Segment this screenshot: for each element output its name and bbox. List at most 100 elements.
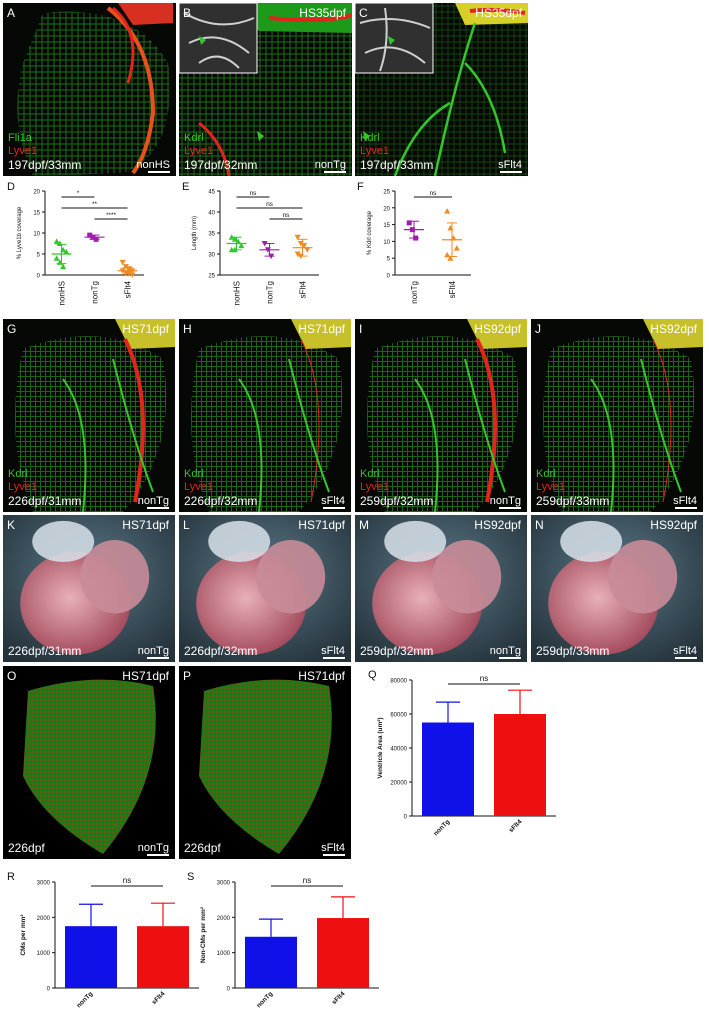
- panel-n: N HS92dpf 259dpf/33mm sFlt4: [531, 515, 703, 662]
- panel-p-hs-label: HS71dpf: [298, 669, 345, 683]
- chart-f-ylabel: % Kdrl coverage: [367, 210, 373, 255]
- panel-o-genotype: nonTg: [137, 842, 169, 854]
- chart-s-xtick-label-1: sFlt4: [331, 990, 347, 1006]
- chart-r-bar-1: [137, 926, 189, 988]
- chart-d-xtick-label-1: nonTg: [91, 281, 100, 304]
- panel-n-image: [531, 515, 703, 662]
- panel-k-age: 226dpf/31mm: [8, 644, 82, 658]
- panel-c-scalebar: [500, 171, 522, 173]
- chart-f-point-0-1: [409, 227, 415, 233]
- chart-d-point-1-1: [90, 234, 96, 240]
- panel-b-image: [179, 3, 352, 176]
- panel-c-channel1: Kdrl: [360, 132, 380, 144]
- panel-h-age: 226dpf/32mm: [184, 494, 258, 508]
- panel-c-letter: C: [359, 6, 368, 20]
- chart-d-point-2-6: [126, 270, 133, 276]
- chart-r-sig-label: ns: [123, 876, 131, 885]
- panel-g-hs-label: HS71dpf: [122, 322, 169, 336]
- chart-f-point-0-0: [406, 220, 412, 226]
- chart-f-point-1-3: [453, 245, 460, 251]
- chart-e-ylabel: Length (mm): [192, 216, 198, 250]
- panel-h-image: [179, 319, 351, 512]
- panel-c-genotype: sFlt4: [498, 159, 522, 171]
- chart-q: Q 0 20000 40000 60000 80000 Ventricle Area (um…: [368, 669, 556, 837]
- panel-m-image: [355, 515, 527, 662]
- panel-p-image: [179, 666, 351, 859]
- chart-e-point-1-2: [268, 253, 275, 260]
- panel-m-letter: M: [359, 518, 369, 532]
- panel-a-scalebar: [148, 171, 170, 173]
- panel-i-image: [355, 319, 527, 512]
- chart-e-point-2-5: [297, 253, 304, 260]
- panel-b-age: 197dpf/32mm: [184, 158, 258, 172]
- panel-n-letter: N: [535, 518, 544, 532]
- chart-q-ytick-label-1: 20000: [390, 781, 407, 787]
- panel-m-hs-label: HS92dpf: [474, 518, 521, 532]
- chart-d-point-0-0: [53, 238, 60, 244]
- panel-g: G HS71dpf Kdrl Lyve1 226dpf/31mm nonTg: [3, 319, 175, 512]
- chart-f-point-1-0: [444, 208, 451, 214]
- panel-j-image: [531, 319, 703, 512]
- chart-q-ylabel: Ventricle Area (um²): [377, 717, 384, 778]
- panel-g-letter: G: [7, 322, 17, 336]
- chart-f-sig-label-0: ns: [430, 190, 438, 197]
- chart-r-letter: R: [7, 871, 15, 883]
- chart-f-ytick-label-5: 25: [383, 190, 390, 196]
- panel-b-hs-label: HS35dpf: [299, 6, 346, 20]
- chart-e-point-2-3: [304, 247, 311, 253]
- chart-f-point-1-2: [450, 235, 457, 241]
- chart-d-point-2-7: [129, 272, 136, 278]
- panel-h-channel1: Kdrl: [184, 468, 204, 480]
- panel-m-scalebar: [499, 657, 521, 659]
- chart-d-point-0-6: [60, 263, 67, 270]
- panel-c-age: 197dpf/33mm: [360, 158, 434, 172]
- chart-f-point-0-2: [413, 235, 419, 241]
- panel-a-image: [17, 3, 173, 176]
- panel-g-scalebar: [147, 507, 169, 509]
- panel-k-image: [3, 515, 175, 662]
- panel-p-letter: P: [183, 669, 192, 683]
- panel-c: C HS35dpf Kdrl Lyve1 197dpf/33mm sFlt4: [355, 3, 528, 176]
- chart-e-letter: E: [182, 181, 189, 193]
- panel-a-channel2: Lyve1: [8, 145, 37, 157]
- chart-s-ytick-label-1: 1000: [217, 951, 231, 957]
- panel-g-channel2: Lyve1: [8, 481, 37, 493]
- panel-k-hs-label: HS71dpf: [122, 518, 169, 532]
- chart-d-sig-label-1: **: [92, 201, 98, 208]
- panel-j-age: 259dpf/33mm: [536, 494, 610, 508]
- panel-a-channel1: Fli1a: [8, 132, 32, 144]
- panel-o-age: 226dpf: [8, 841, 45, 855]
- chart-r-ytick-label-3: 3000: [37, 881, 51, 887]
- chart-s-ylabel: Non-CMs per mm²: [200, 906, 207, 963]
- panel-i-age: 259dpf/32mm: [360, 494, 434, 508]
- chart-e: E 25 30 35 40 45 Length (mm) nonHS nonTg sFlt4 ns n…: [182, 181, 319, 305]
- chart-d-ytick-label-4: 20: [33, 190, 40, 196]
- chart-e-xtick-label-1: nonTg: [266, 281, 275, 304]
- chart-d-ytick-label-3: 15: [33, 211, 40, 217]
- chart-e-point-2-4: [294, 251, 301, 257]
- chart-r-xtick-label-1: sFlt4: [151, 990, 167, 1006]
- panel-i-channel1: Kdrl: [360, 468, 380, 480]
- chart-q-ytick-label-2: 40000: [390, 747, 407, 753]
- chart-e-point-0-3: [238, 242, 245, 249]
- chart-e-ytick-label-2: 35: [208, 232, 215, 238]
- panel-p-scalebar: [323, 854, 345, 856]
- panel-n-hs-label: HS92dpf: [650, 518, 697, 532]
- panel-l-age: 226dpf/32mm: [184, 644, 258, 658]
- panel-m: M HS92dpf 259dpf/32mm nonTg: [355, 515, 527, 662]
- chart-d-point-0-2: [60, 246, 67, 253]
- panel-g-image: [3, 319, 175, 512]
- panel-c-channel2: Lyve1: [360, 145, 389, 157]
- panel-a: A Fli1a Lyve1 197dpf/33mm nonHS: [3, 3, 176, 176]
- panel-i-scalebar: [499, 507, 521, 509]
- chart-d-sig-label-0: *: [77, 190, 80, 197]
- chart-s-ytick-label-0: 0: [227, 987, 231, 993]
- chart-d-point-2-1: [122, 264, 129, 270]
- chart-e-ytick-label-1: 30: [208, 253, 215, 259]
- chart-f-ytick-label-0: 0: [387, 274, 391, 280]
- chart-s: S 0 1000 2000 3000 Non-CMs per mm² nonTg sFlt4 n…: [187, 871, 379, 1009]
- panel-a-age: 197dpf/33mm: [8, 158, 82, 172]
- chart-e-point-0-0: [228, 234, 235, 240]
- chart-f-ytick-label-4: 20: [383, 206, 390, 212]
- chart-d-point-0-5: [56, 259, 63, 265]
